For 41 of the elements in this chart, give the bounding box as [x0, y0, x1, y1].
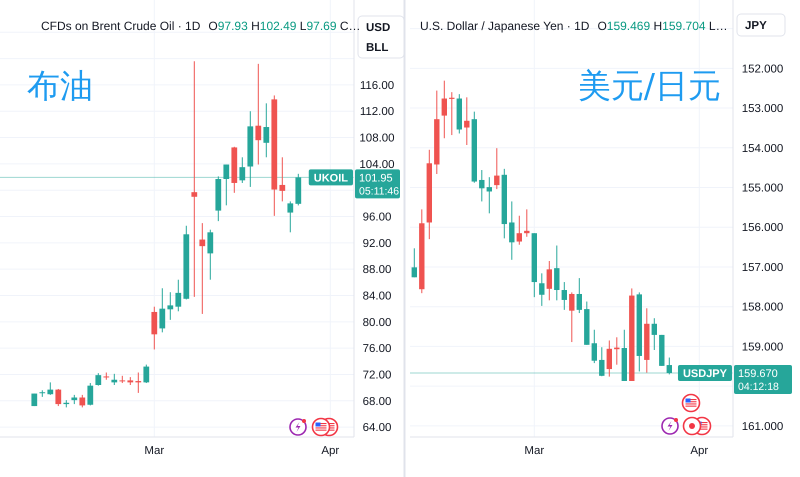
ytick: 154.000 [742, 142, 784, 155]
ytick: 108.00 [359, 132, 395, 145]
ylabel: USD [366, 22, 390, 34]
ytick: 104.00 [359, 158, 395, 171]
ytick: 92.00 [362, 238, 392, 250]
ytick: 156.000 [742, 222, 784, 234]
title: 布油 [27, 66, 93, 105]
ytick: 161.000 [742, 420, 784, 433]
ytick: 88.00 [362, 264, 392, 276]
ylabel: JPY [745, 20, 767, 32]
ytick: 64.00 [362, 422, 392, 434]
ytick: 96.00 [362, 212, 392, 224]
ytick: 159.000 [742, 341, 784, 354]
xtick: Apr [321, 445, 340, 457]
subtitle: U.S. Dollar / Japanese Yen · 1D [420, 19, 590, 33]
ytick: 158.000 [742, 302, 784, 314]
ref-line-label: UKOIL [314, 172, 348, 184]
ytick: 116.00 [360, 80, 394, 92]
annotation: O159.469 H159.704 L… [597, 19, 728, 33]
ytick: 76.00 [362, 343, 392, 356]
xtick: Mar [524, 445, 544, 457]
ytick: 157.000 [742, 262, 784, 274]
annotation: 101.95 [359, 172, 393, 184]
ytick: 112.00 [360, 106, 394, 118]
annotation: 04:12:18 [738, 381, 779, 394]
ytick: 68.00 [362, 396, 392, 408]
annotation: O97.93 H102.49 L97.69 C… [208, 19, 361, 33]
ytick: 84.00 [362, 290, 392, 302]
ytick: 80.00 [362, 316, 392, 329]
ytick: 72.00 [362, 369, 392, 382]
subtitle: CFDs on Brent Crude Oil · 1D [41, 19, 200, 33]
ytick: 153.000 [742, 103, 784, 116]
annotation: 159.670 [738, 368, 778, 380]
ytick: 152.000 [742, 63, 784, 76]
ref-line-label: USDJPY [682, 368, 727, 380]
xtick: Mar [144, 445, 164, 457]
xtick: Apr [690, 445, 708, 457]
ylabel: BLL [366, 42, 388, 54]
title: 美元/日元 [578, 66, 721, 105]
annotation: 05:11:46 [359, 185, 400, 198]
ytick: 155.000 [742, 182, 784, 195]
